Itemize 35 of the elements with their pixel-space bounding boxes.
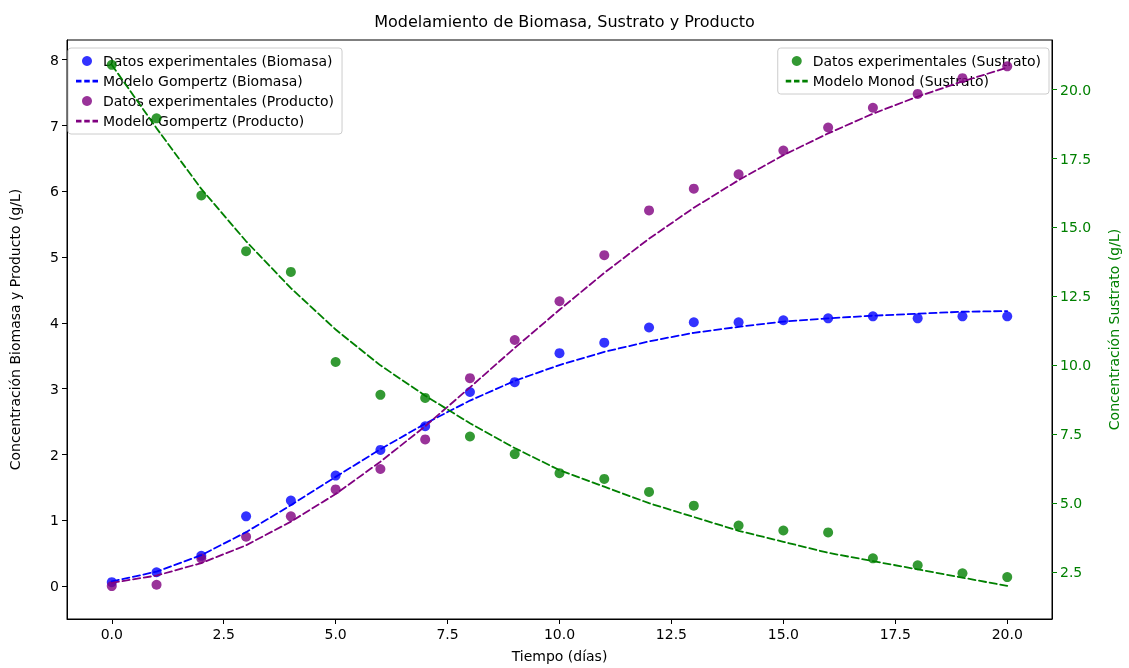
y-tick-label: 1 xyxy=(50,512,59,529)
y-tick-label: 3 xyxy=(50,380,59,397)
x-tick-label: 0.0 xyxy=(100,626,123,642)
y-tick-label: 7 xyxy=(50,117,59,134)
legend-label: Datos experimentales (Sustrato) xyxy=(812,53,1042,69)
x-tick-label: 12.5 xyxy=(655,626,688,642)
x-tick-label: 15.0 xyxy=(767,626,799,642)
y2-tick-label: 17.5 xyxy=(1060,150,1092,167)
legend-label: Modelo Gompertz (Biomasa) xyxy=(103,73,303,89)
x-tick-label: 2.5 xyxy=(212,626,235,642)
y-axis-title: Concentración Biomasa y Producto (g/L) xyxy=(7,188,23,471)
x-tick-label: 10.0 xyxy=(543,626,576,642)
y-tick-label: 4 xyxy=(50,314,60,331)
x-tick-label: 5.0 xyxy=(324,626,347,642)
legend-label: Datos experimentales (Biomasa) xyxy=(103,53,333,69)
y-tick-label: 8 xyxy=(50,51,59,68)
x-tick-label: 20.0 xyxy=(991,626,1023,642)
x-axis-title: Tiempo (días) xyxy=(510,648,608,664)
y2-tick-label: 10.0 xyxy=(1060,357,1092,374)
y-tick-label: 0 xyxy=(50,578,59,595)
x-tick-label: 17.5 xyxy=(879,626,911,642)
y2-tick-label: 7.5 xyxy=(1060,426,1083,443)
y-tick-label: 6 xyxy=(50,183,60,200)
y2-axis-title: Concentración Sustrato (g/L) xyxy=(1106,228,1122,431)
legend-label: Datos experimentales (Producto) xyxy=(103,93,335,109)
y2-tick-label: 20.0 xyxy=(1060,81,1092,98)
y-tick-label: 2 xyxy=(50,446,59,463)
legend-label: Modelo Gompertz (Producto) xyxy=(103,113,305,129)
x-tick-label: 7.5 xyxy=(436,626,459,642)
chart-title: Modelamiento de Biomasa, Sustrato y Producto xyxy=(374,11,755,31)
y-tick-label: 5 xyxy=(50,249,59,266)
y2-tick-label: 5.0 xyxy=(1060,495,1083,512)
y2-tick-label: 2.5 xyxy=(1060,564,1083,581)
y2-tick-label: 15.0 xyxy=(1060,219,1092,236)
y2-tick-label: 12.5 xyxy=(1060,288,1092,305)
